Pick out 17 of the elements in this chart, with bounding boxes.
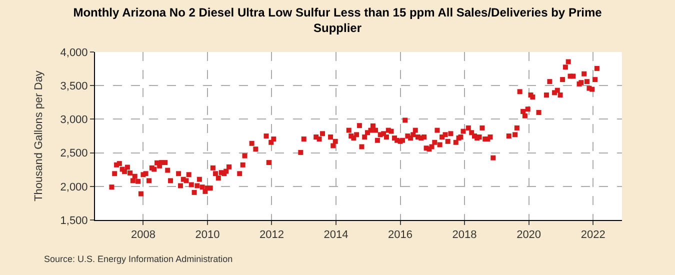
x-tick-label: 2012 bbox=[260, 229, 284, 242]
y-tick-label: 1,500 bbox=[60, 214, 88, 227]
source-note: Source: U.S. Energy Information Administration bbox=[44, 254, 233, 264]
x-tick-label: 2014 bbox=[324, 229, 348, 242]
x-tick-label: 2010 bbox=[195, 229, 220, 242]
y-tick-label: 3,000 bbox=[60, 114, 88, 126]
y-tick-label: 2,000 bbox=[60, 181, 88, 194]
y-axis-title: Thousand Gallons per Day bbox=[32, 70, 45, 202]
chart-title: Monthly Arizona No 2 Diesel Ultra Low Sulfur Less than 15 ppm All Sales/Deliveries by Prime Supplier bbox=[73, 6, 602, 36]
x-tick-label: 2022 bbox=[580, 229, 606, 242]
y-tick-label: 4,000 bbox=[60, 46, 88, 59]
y-tick-label: 3,500 bbox=[60, 80, 88, 92]
x-tick-label: 2020 bbox=[516, 229, 542, 242]
x-tick-label: 2016 bbox=[388, 229, 413, 242]
x-tick-label: 2018 bbox=[452, 229, 477, 242]
x-tick-label: 2008 bbox=[130, 229, 156, 242]
y-tick-label: 2,500 bbox=[60, 148, 88, 160]
